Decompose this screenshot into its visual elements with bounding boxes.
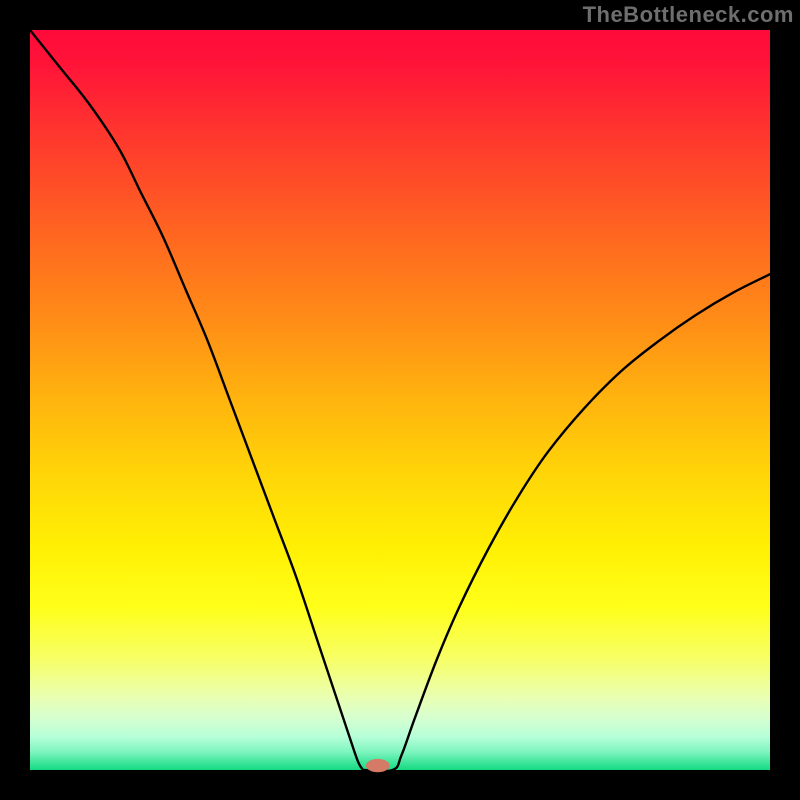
optimal-point-marker xyxy=(366,759,390,772)
chart-svg xyxy=(0,0,800,800)
watermark-text: TheBottleneck.com xyxy=(583,2,794,28)
bottleneck-chart: TheBottleneck.com xyxy=(0,0,800,800)
plot-area xyxy=(30,30,770,770)
